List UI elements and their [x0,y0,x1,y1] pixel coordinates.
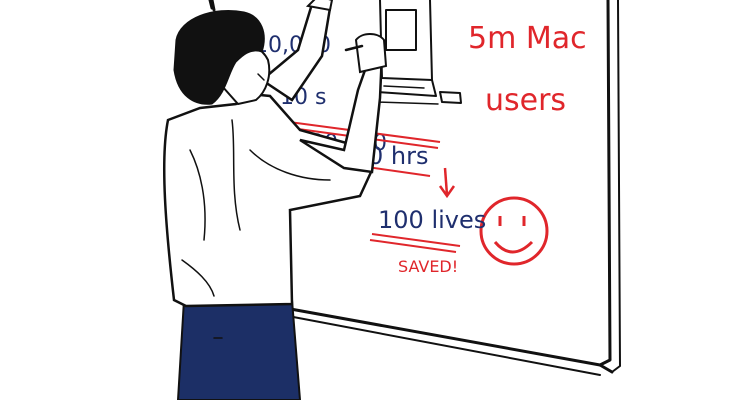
shirt [162,92,374,308]
hair [173,9,265,105]
result-note: SAVED! [398,257,458,276]
whiteboard-line-3-unit: 0 hrs [368,142,428,170]
pants [176,299,302,400]
whiteboard [208,0,621,376]
smiley-face-icon [479,196,549,266]
stat-users: 5m Mac [468,21,587,56]
result-text: 100 lives [378,206,486,234]
mac-computer-icon [375,0,462,105]
down-arrow-icon [438,167,456,199]
stat-users-label: users [485,83,566,118]
person-figure [162,0,388,400]
